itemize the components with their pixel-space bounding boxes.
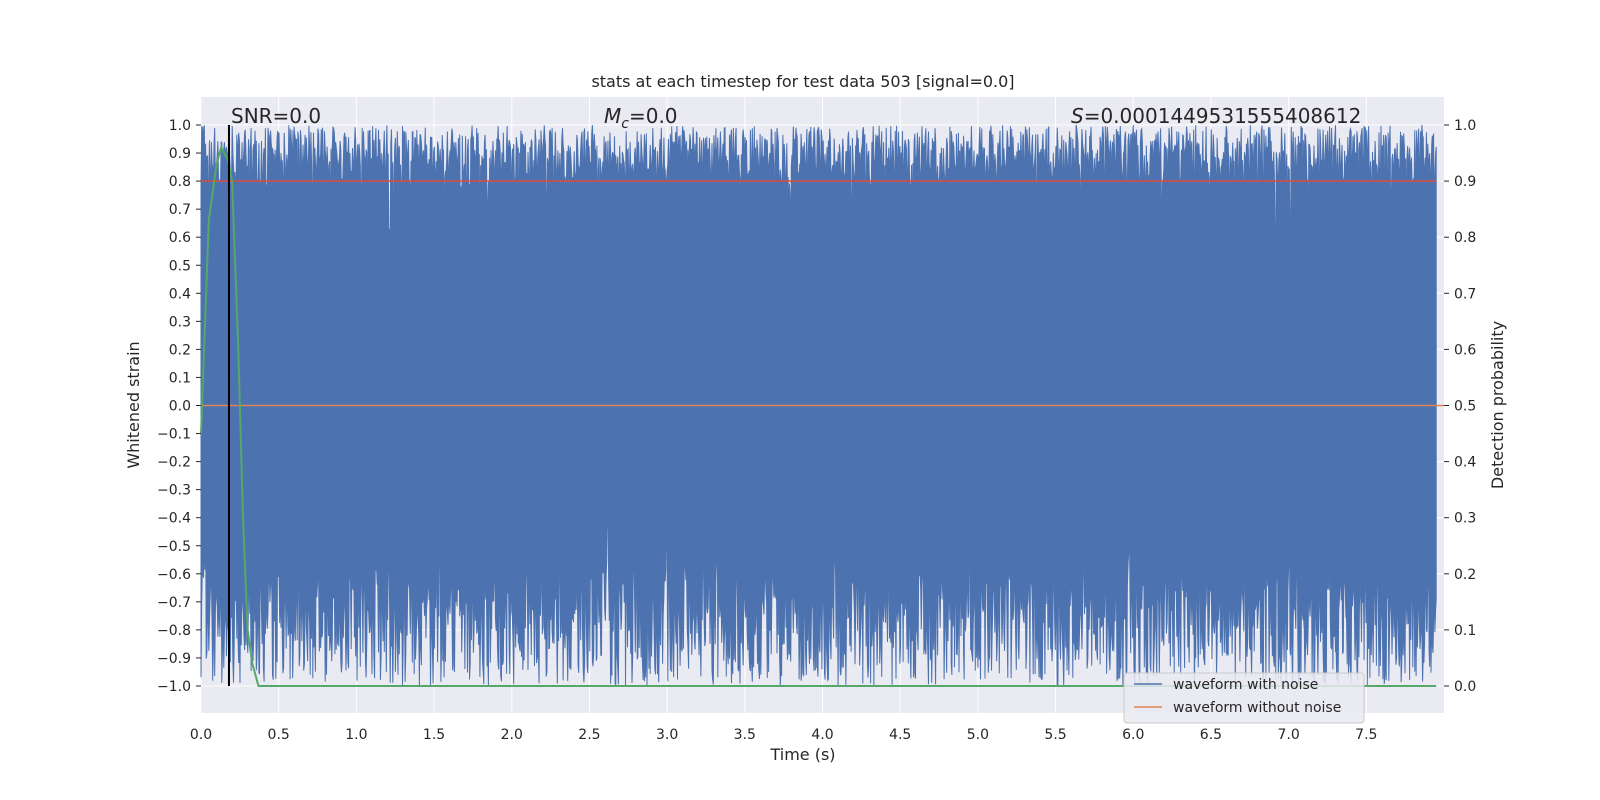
y-left-tick-label: 0.0 <box>169 399 191 415</box>
legend: waveform with noise waveform without noi… <box>1123 672 1365 724</box>
x-tick-label: 3.0 <box>656 727 678 743</box>
y-left-tick-label: −0.4 <box>157 511 191 527</box>
y-right-tick-label: 0.7 <box>1454 286 1476 302</box>
y-left-tick-label: −0.6 <box>157 567 191 583</box>
y-left-tick-label: −0.3 <box>157 483 191 499</box>
x-tick-label: 4.5 <box>889 727 911 743</box>
x-tick-label: 4.0 <box>811 727 833 743</box>
y-right-tick-label: 0.0 <box>1454 679 1476 695</box>
y-left-tick-label: 0.1 <box>169 370 191 386</box>
x-tick-label: 7.5 <box>1355 727 1377 743</box>
x-axis-label: Time (s) <box>769 745 835 764</box>
y-left-tick-label: 0.4 <box>169 286 191 302</box>
legend-label-noise: waveform with noise <box>1173 677 1318 693</box>
s-annotation: S=0.0001449531555408612 <box>1071 104 1361 128</box>
y-right-tick-label: 0.9 <box>1454 174 1476 190</box>
y-left-tick-label: −1.0 <box>157 679 191 695</box>
x-tick-label: 2.5 <box>578 727 600 743</box>
y-right-tick-label: 0.5 <box>1454 399 1476 415</box>
y-axis-left-label: Whitened strain <box>124 341 143 468</box>
chirp-mass-symbol: M <box>604 104 621 128</box>
x-tick-label: 6.5 <box>1200 727 1222 743</box>
y-left-tick-label: 0.3 <box>169 314 191 330</box>
s-value: =0.0001449531555408612 <box>1084 104 1362 128</box>
y-right-tick-label: 0.8 <box>1454 230 1476 246</box>
y-left-tick-label: −0.7 <box>157 595 191 611</box>
legend-box <box>1123 672 1365 724</box>
y-right-tick-label: 0.4 <box>1454 455 1476 471</box>
y-left-tick-label: −0.2 <box>157 455 191 471</box>
chart-title: stats at each timestep for test data 503… <box>591 72 1014 91</box>
x-tick-label: 0.0 <box>190 727 212 743</box>
y-right-tick-label: 0.1 <box>1454 623 1476 639</box>
y-left-tick-label: 1.0 <box>169 118 191 134</box>
y-left-tick-label: 0.5 <box>169 258 191 274</box>
x-tick-label: 1.5 <box>423 727 445 743</box>
detection-probability-line <box>200 144 1437 687</box>
legend-label-clean: waveform without noise <box>1173 700 1341 716</box>
x-tick-label: 1.0 <box>345 727 367 743</box>
y-left-tick-label: 0.7 <box>169 202 191 218</box>
x-tick-label: 2.0 <box>501 727 523 743</box>
series-layer <box>200 124 1444 687</box>
y-left-tick-label: −0.9 <box>157 651 191 667</box>
axes: 0.0 0.5 1.0 1.5 2.0 2.5 3.0 3.5 4.0 4.5 5.0 5.5 6.0 6… <box>157 118 1476 743</box>
s-symbol: S <box>1071 104 1084 128</box>
y-left-tick-label: −0.1 <box>157 427 191 443</box>
x-tick-label: 3.5 <box>734 727 756 743</box>
y-right-tick-label: 0.6 <box>1454 342 1476 358</box>
y-axis-right-label: Detection probability <box>1488 321 1507 489</box>
y-left-tick-label: 0.2 <box>169 342 191 358</box>
y-left-tick-label: −0.5 <box>157 539 191 555</box>
x-tick-label: 6.0 <box>1122 727 1144 743</box>
chirp-mass-subscript: c <box>621 116 629 132</box>
snr-annotation: SNR=0.0 <box>231 104 321 128</box>
y-right-tick-label: 0.2 <box>1454 567 1476 583</box>
x-tick-label: 5.0 <box>967 727 989 743</box>
chirp-mass-value: =0.0 <box>629 104 678 128</box>
chirp-mass-annotation: Mc=0.0 <box>604 104 678 132</box>
y-right-tick-label: 0.3 <box>1454 511 1476 527</box>
y-left-tick-label: 0.6 <box>169 230 191 246</box>
y-left-tick-label: −0.8 <box>157 623 191 639</box>
x-tick-label: 0.5 <box>268 727 290 743</box>
x-tick-label: 5.5 <box>1044 727 1066 743</box>
x-tick-label: 7.0 <box>1277 727 1299 743</box>
y-left-tick-label: 0.9 <box>169 146 191 162</box>
y-right-tick-label: 1.0 <box>1454 118 1476 134</box>
y-left-tick-label: 0.8 <box>169 174 191 190</box>
